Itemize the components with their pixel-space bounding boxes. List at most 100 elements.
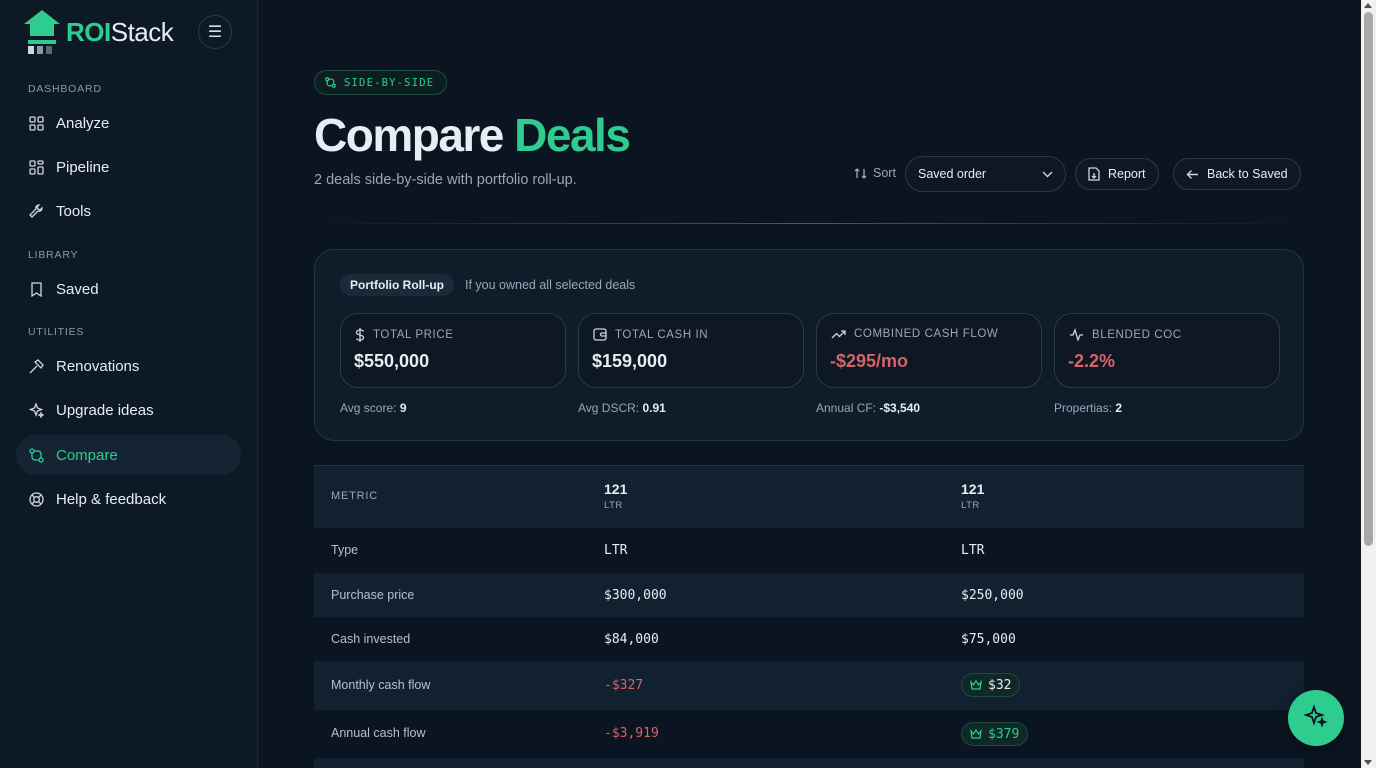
sidebar-item-saved[interactable]: Saved — [16, 269, 241, 309]
deal-type-tag: LTR — [604, 500, 623, 511]
ai-assistant-button[interactable] — [1288, 690, 1344, 746]
sidebar: ROIStack ☰ DASHBOARD Analyze Pipeline To… — [0, 0, 258, 768]
row-value: LTR — [961, 543, 985, 558]
row-value: $84,000 — [604, 632, 659, 647]
sidebar-item-help[interactable]: Help & feedback — [16, 479, 241, 519]
row-value: LTR — [604, 543, 628, 558]
section-label-library: LIBRARY — [28, 249, 79, 261]
menu-toggle-button[interactable]: ☰ — [198, 15, 232, 49]
rollup-subtitle: If you owned all selected deals — [465, 278, 636, 292]
page-subtitle: 2 deals side-by-side with portfolio roll… — [314, 172, 577, 188]
deal-type-tag: LTR — [961, 500, 980, 511]
stat-foot-properties: Propertias: 2 — [1054, 401, 1123, 415]
table-row: Annual cash flow -$3,919 $379 — [314, 710, 1304, 758]
sort-select-value: Saved order — [918, 167, 987, 181]
sidebar-item-analyze[interactable]: Analyze — [16, 103, 241, 143]
chevron-down-icon — [1042, 167, 1053, 181]
stat-label: TOTAL PRICE — [373, 329, 454, 341]
stat-combined-cash-flow: COMBINED CASH FLOW -$295/mo — [816, 313, 1042, 388]
stat-value: $550,000 — [354, 351, 430, 371]
positive-value-badge: $379 — [961, 722, 1029, 746]
row-metric: Annual cash flow — [331, 726, 426, 740]
sidebar-item-label: Tools — [56, 202, 92, 220]
row-metric: Cash invested — [331, 632, 411, 646]
sparkle-icon — [28, 402, 44, 418]
stat-value: -$295/mo — [830, 351, 909, 371]
scroll-down-arrow-icon[interactable] — [1364, 760, 1372, 765]
portfolio-rollup-card: Portfolio Roll-up If you owned all selec… — [314, 249, 1304, 441]
sidebar-item-tools[interactable]: Tools — [16, 191, 241, 231]
stat-label: COMBINED CASH FLOW — [854, 328, 999, 340]
page-scrollbar[interactable] — [1361, 0, 1376, 768]
row-metric: Monthly cash flow — [331, 678, 431, 692]
hammer-icon — [28, 358, 44, 374]
row-metric: Type — [331, 543, 359, 557]
sidebar-item-upgrade-ideas[interactable]: Upgrade ideas — [16, 390, 241, 430]
stat-foot-annual-cf: Annual CF: -$3,540 — [816, 401, 921, 415]
compare-icon — [28, 447, 44, 463]
stat-blended-coc: BLENDED COC -2.2% — [1054, 313, 1280, 388]
side-by-side-pill: SIDE-BY-SIDE — [314, 70, 448, 95]
page-title: Compare Deals — [314, 109, 631, 161]
sort-icon — [854, 167, 867, 180]
sidebar-item-label: Help & feedback — [56, 490, 167, 508]
deal-name: 121 — [961, 481, 985, 497]
back-to-saved-button[interactable]: Back to Saved — [1173, 158, 1301, 190]
section-label-utilities: UTILITIES — [28, 326, 85, 338]
header-divider — [314, 223, 1304, 224]
lifebuoy-icon — [28, 491, 44, 507]
stat-foot-avg-score: Avg score: 9 — [340, 401, 407, 415]
stat-foot-avg-dscr: Avg DSCR: 0.91 — [578, 401, 666, 415]
comparison-table: METRIC 121 LTR 121 LTR Type LTR LTR Purc… — [314, 465, 1304, 768]
sidebar-item-label: Renovations — [56, 357, 140, 375]
row-value: $300,000 — [604, 588, 667, 603]
scrollbar-thumb[interactable] — [1364, 12, 1373, 546]
trend-icon — [831, 329, 846, 339]
row-value: -$3,919 — [604, 726, 659, 741]
row-value: $250,000 — [961, 588, 1024, 603]
table-row: Purchase price $300,000 $250,000 — [314, 573, 1304, 617]
sidebar-item-compare[interactable]: Compare — [16, 435, 241, 475]
sidebar-item-renovations[interactable]: Renovations — [16, 346, 241, 386]
brand-logo[interactable]: ROIStack — [24, 10, 174, 54]
sort-select[interactable]: Saved order — [905, 156, 1066, 192]
wrench-icon — [28, 203, 44, 219]
sidebar-item-label: Upgrade ideas — [56, 401, 154, 419]
sidebar-item-label: Pipeline — [56, 158, 110, 176]
sidebar-item-label: Analyze — [56, 114, 110, 132]
table-row: Type LTR LTR — [314, 528, 1304, 573]
row-value: $32 — [988, 677, 1012, 693]
row-metric: Purchase price — [331, 588, 415, 602]
deal-name: 121 — [604, 481, 628, 497]
rollup-tag: Portfolio Roll-up — [340, 274, 454, 296]
arrow-left-icon — [1186, 169, 1199, 180]
compare-icon — [325, 77, 336, 88]
row-value: $379 — [988, 726, 1020, 742]
stat-value: $159,000 — [592, 351, 668, 371]
report-button[interactable]: Report — [1075, 158, 1159, 190]
sidebar-item-label: Compare — [56, 446, 118, 464]
stat-total-cash-in: TOTAL CASH IN $159,000 — [578, 313, 804, 388]
column-header-deal-1[interactable]: 121 LTR — [604, 481, 627, 511]
stat-total-price: TOTAL PRICE $550,000 — [340, 313, 566, 388]
column-header-deal-2[interactable]: 121 LTR — [961, 481, 984, 511]
main-content: SIDE-BY-SIDE Compare Deals 2 deals side-… — [258, 0, 1361, 768]
dollar-icon — [355, 328, 365, 342]
positive-value-badge: $32 — [961, 673, 1021, 697]
pulse-icon — [1069, 328, 1084, 341]
back-button-label: Back to Saved — [1207, 167, 1288, 181]
column-header-metric: METRIC — [331, 490, 378, 502]
wallet-icon — [593, 328, 607, 341]
pipeline-icon — [28, 159, 44, 175]
pill-label: SIDE-BY-SIDE — [344, 76, 435, 89]
scroll-up-arrow-icon[interactable] — [1364, 3, 1372, 8]
table-row: Cash invested $84,000 $75,000 — [314, 617, 1304, 661]
house-logo-icon — [24, 10, 60, 54]
crown-icon — [970, 729, 982, 739]
table-header: METRIC 121 LTR 121 LTR — [314, 466, 1304, 528]
row-value: $75,000 — [961, 632, 1016, 647]
report-icon — [1088, 167, 1100, 181]
sidebar-item-pipeline[interactable]: Pipeline — [16, 147, 241, 187]
grid-icon — [28, 115, 44, 131]
bookmark-icon — [28, 281, 44, 297]
